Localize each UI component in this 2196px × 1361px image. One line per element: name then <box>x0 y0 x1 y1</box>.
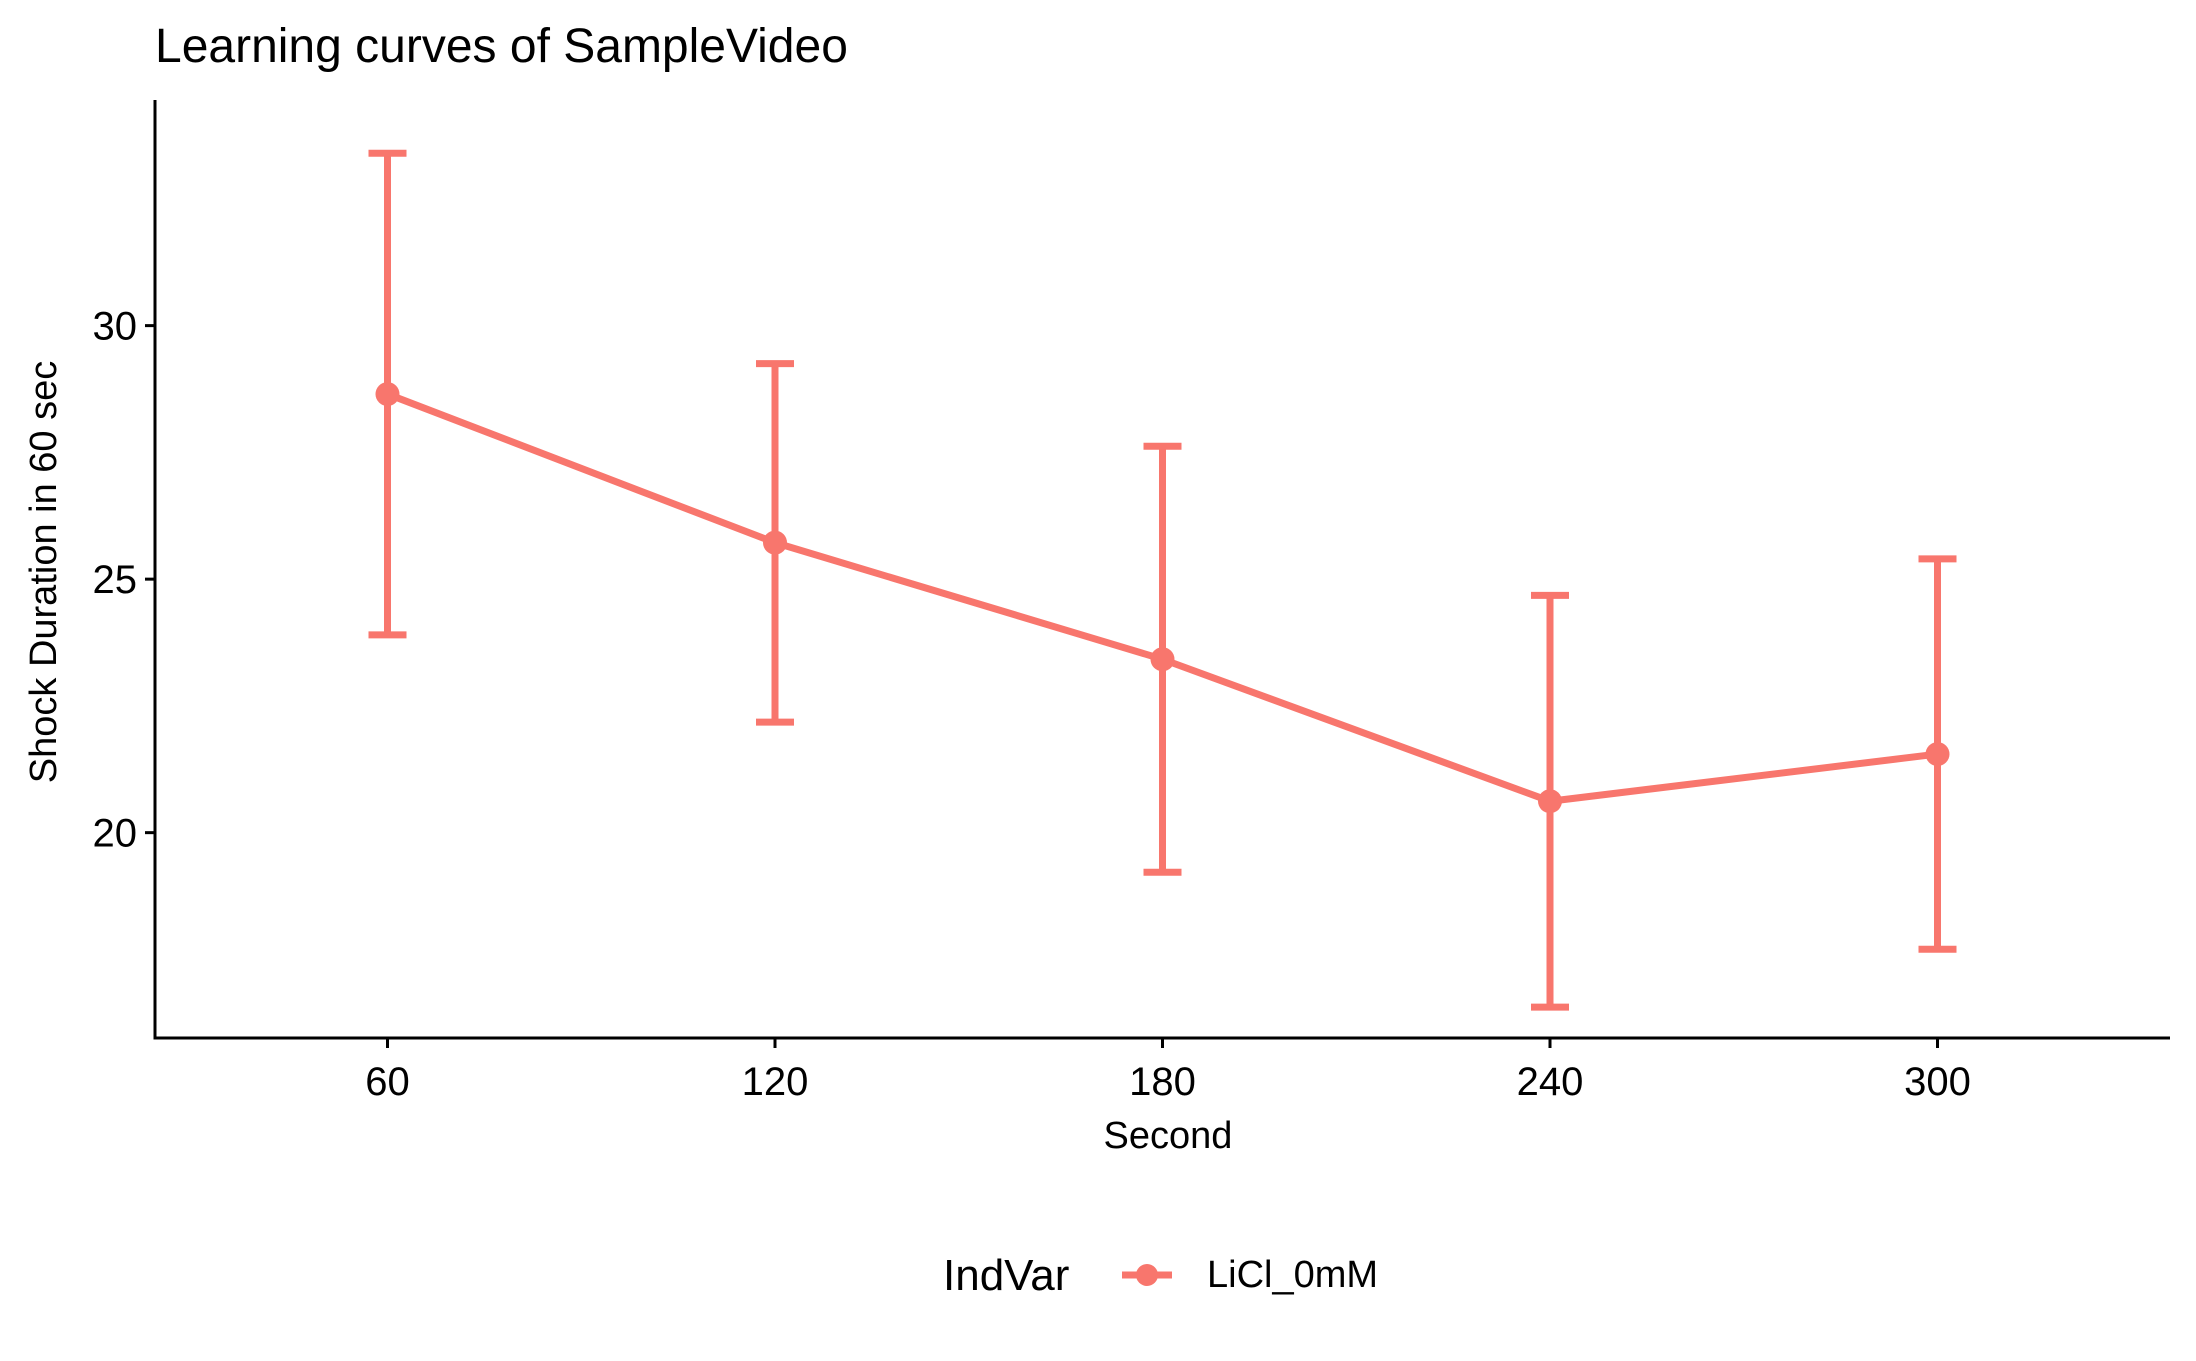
y-tick-label: 20 <box>93 812 138 856</box>
y-tick-label: 30 <box>93 305 138 349</box>
error-bars <box>368 149 1957 1011</box>
x-tick-label: 120 <box>742 1060 809 1104</box>
y-axis-label: Shock Duration in 60 sec <box>23 361 65 783</box>
data-points <box>375 382 1950 814</box>
data-point <box>1150 647 1175 672</box>
legend-key-point <box>1136 1264 1158 1286</box>
chart-title: Learning curves of SampleVideo <box>155 20 848 73</box>
data-point <box>375 382 400 407</box>
legend: IndVar LiCl_0mM <box>943 1251 1378 1300</box>
y-axis-ticks: 20 25 30 <box>93 305 155 856</box>
x-axis-ticks: 60 120 180 240 300 <box>365 1038 1971 1104</box>
data-point <box>1538 789 1562 814</box>
data-point <box>1925 742 1950 767</box>
y-tick-label: 25 <box>93 558 138 602</box>
legend-item-label: LiCl_0mM <box>1207 1254 1378 1296</box>
legend-title: IndVar <box>943 1251 1069 1300</box>
x-tick-label: 240 <box>1517 1060 1584 1104</box>
x-tick-label: 180 <box>1129 1060 1196 1104</box>
x-axis-label: Second <box>1104 1115 1233 1157</box>
x-tick-label: 60 <box>365 1060 410 1104</box>
data-point <box>763 530 787 555</box>
x-tick-label: 300 <box>1904 1060 1971 1104</box>
